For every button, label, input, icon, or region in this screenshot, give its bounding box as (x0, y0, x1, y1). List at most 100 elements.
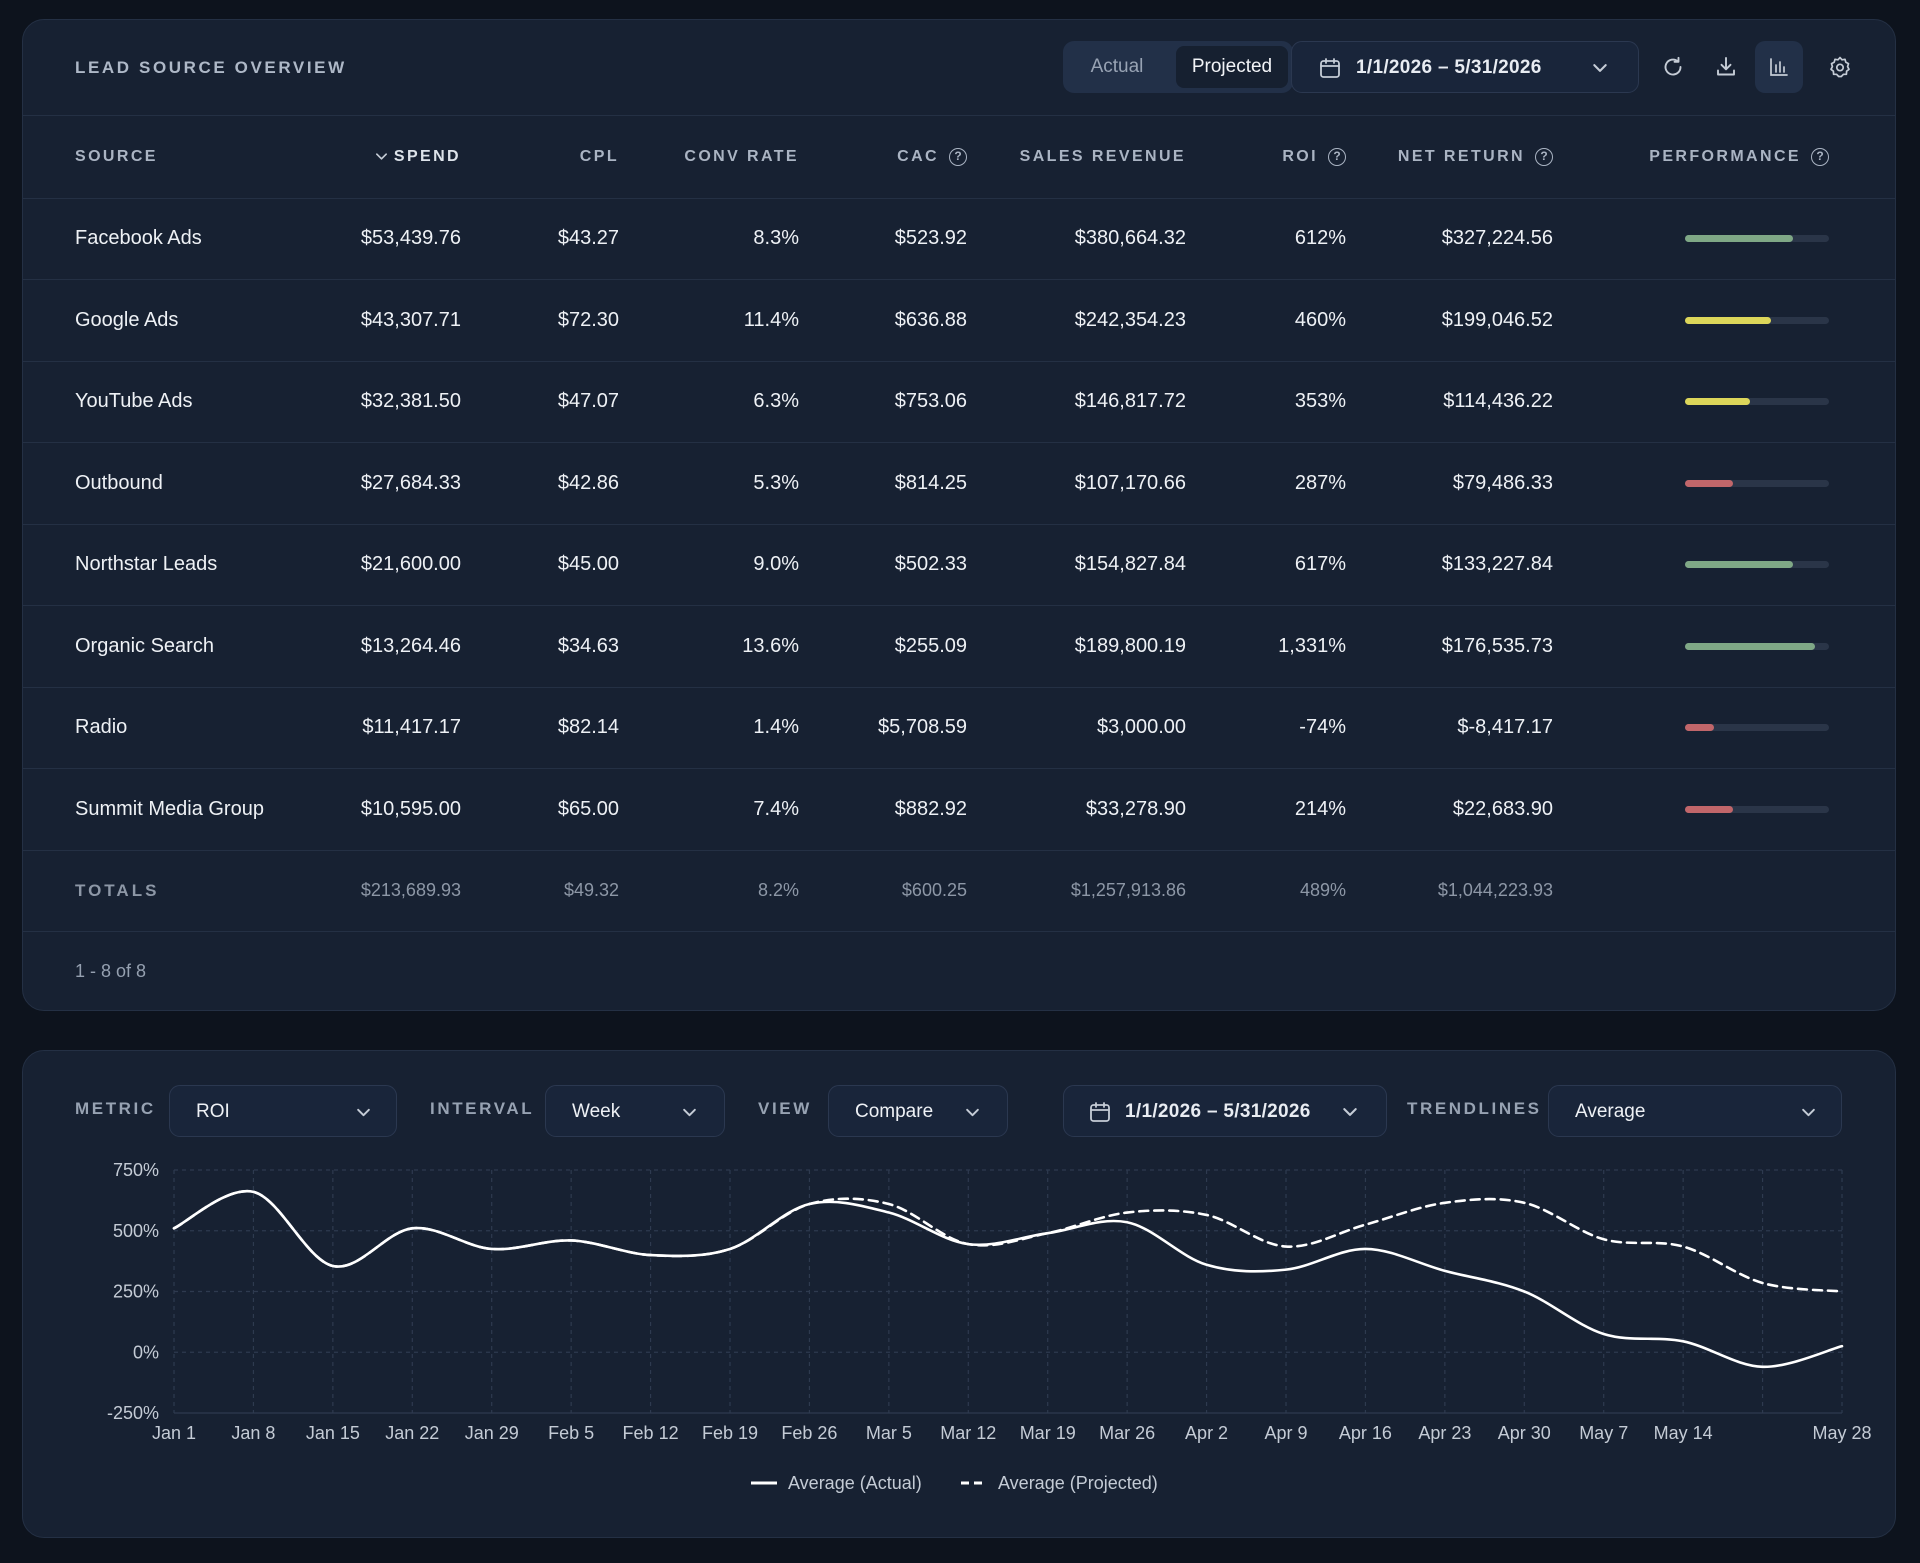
table-row[interactable]: Northstar Leads $21,600.00 $45.00 9.0% $502.… (23, 524, 1895, 606)
legend-label: Average (Projected) (998, 1473, 1158, 1493)
chart-view-button[interactable] (1755, 41, 1803, 93)
table-row[interactable]: Google Ads $43,307.71 $72.30 11.4% $636.88 $2… (23, 279, 1895, 362)
x-tick-label: Apr 16 (1339, 1423, 1392, 1443)
column-header-cpl[interactable]: CPL (461, 116, 619, 199)
trend-date-range-picker[interactable]: 1/1/2026 – 5/31/2026 (1063, 1085, 1387, 1137)
column-header-net-return[interactable]: NET RETURN? (1346, 116, 1553, 199)
performance-bar (1685, 561, 1829, 569)
x-tick-label: Jan 29 (465, 1423, 519, 1443)
x-tick-label: Feb 19 (702, 1423, 758, 1443)
cell-cpl: $47.07 (461, 361, 619, 443)
legend-label: Average (Actual) (788, 1473, 922, 1493)
cell-cpl: $43.27 (461, 198, 619, 280)
help-circle-icon[interactable]: ? (949, 147, 967, 166)
table-row[interactable]: Facebook Ads $53,439.76 $43.27 8.3% $523.92 $… (23, 198, 1895, 280)
column-header-spend[interactable]: SPEND (263, 116, 461, 199)
cell-sales-revenue: $3,000.00 (967, 687, 1186, 769)
lead-source-overview-panel: LEAD SOURCE OVERVIEW Actual Projected 1/… (22, 19, 1896, 1011)
total-conv-rate: 8.2% (619, 850, 799, 932)
cell-conv-rate: 6.3% (619, 361, 799, 443)
view-select-value: Compare (855, 1101, 934, 1122)
interval-select[interactable]: Week (545, 1085, 725, 1137)
performance-bar-fill (1685, 398, 1750, 406)
x-tick-label: Feb 12 (623, 1423, 679, 1443)
table-row[interactable]: Outbound $27,684.33 $42.86 5.3% $814.25 $107,… (23, 442, 1895, 525)
table-row[interactable]: YouTube Ads $32,381.50 $47.07 6.3% $753.06 $1… (23, 361, 1895, 443)
column-header-conv-rate[interactable]: CONV RATE (619, 116, 799, 199)
panel-title: LEAD SOURCE OVERVIEW (75, 58, 347, 77)
x-tick-label: Jan 8 (231, 1423, 275, 1443)
cell-spend: $13,264.46 (263, 605, 461, 688)
cell-spend: $11,417.17 (263, 687, 461, 769)
cell-roi: -74% (1186, 687, 1346, 769)
x-tick-label: Apr 30 (1498, 1423, 1551, 1443)
y-tick-label: -250% (107, 1403, 159, 1423)
cell-spend: $27,684.33 (263, 442, 461, 525)
cell-net-return: $114,436.22 (1346, 361, 1553, 443)
x-tick-label: Apr 9 (1264, 1423, 1307, 1443)
cell-conv-rate: 13.6% (619, 605, 799, 688)
column-header-cac[interactable]: CAC? (799, 116, 967, 199)
total-roi: 489% (1186, 850, 1346, 932)
help-circle-icon[interactable]: ? (1811, 147, 1829, 166)
cell-source: Summit Media Group (23, 768, 264, 851)
trendlines-select[interactable]: Average (1548, 1085, 1842, 1137)
performance-bar (1685, 398, 1829, 406)
trendlines-select-value: Average (1575, 1101, 1646, 1122)
cell-sales-revenue: $33,278.90 (967, 768, 1186, 851)
x-tick-label: Mar 5 (866, 1423, 912, 1443)
refresh-button[interactable] (1657, 51, 1689, 83)
cell-sales-revenue: $107,170.66 (967, 442, 1186, 525)
metric-label: METRIC (75, 1099, 156, 1118)
cell-source: Organic Search (23, 605, 263, 688)
view-select[interactable]: Compare (828, 1085, 1008, 1137)
cell-cac: $5,708.59 (799, 687, 967, 769)
table-row[interactable]: Summit Media Group $10,595.00 $65.00 7.4% $8… (23, 768, 1895, 851)
cell-roi: 617% (1186, 524, 1346, 606)
cell-source: Northstar Leads (23, 524, 263, 606)
cell-cpl: $72.30 (461, 279, 619, 362)
column-header-sales-revenue[interactable]: SALES REVENUE (967, 116, 1186, 199)
toggle-actual-button[interactable]: Actual (1090, 56, 1144, 77)
help-circle-icon[interactable]: ? (1535, 147, 1553, 166)
x-tick-label: May 14 (1654, 1423, 1713, 1443)
column-header-source[interactable]: SOURCE (23, 116, 263, 199)
settings-button[interactable] (1824, 51, 1856, 83)
cell-conv-rate: 8.3% (619, 198, 799, 280)
cell-conv-rate: 5.3% (619, 442, 799, 525)
refresh-icon (1664, 56, 1682, 76)
table-row[interactable]: Organic Search $13,264.46 $34.63 13.6% $255.… (23, 605, 1895, 688)
help-circle-icon[interactable]: ? (1328, 147, 1346, 166)
cell-conv-rate: 9.0% (619, 524, 799, 606)
performance-bar (1685, 479, 1829, 487)
cell-cpl: $82.14 (461, 687, 619, 769)
column-header-roi[interactable]: ROI? (1186, 116, 1346, 199)
cell-net-return: $-8,417.17 (1346, 687, 1553, 769)
date-range-value: 1/1/2026 – 5/31/2026 (1356, 57, 1542, 78)
performance-bar-fill (1685, 235, 1793, 243)
y-tick-label: 250% (113, 1282, 159, 1302)
totals-label: TOTALS (23, 850, 263, 932)
cell-spend: $32,381.50 (263, 361, 461, 443)
performance-bar (1685, 642, 1829, 650)
total-cpl: $49.32 (461, 850, 619, 932)
cell-performance (1553, 605, 1829, 688)
metric-select[interactable]: ROI (169, 1085, 397, 1137)
x-tick-label: Feb 5 (548, 1423, 594, 1443)
download-button[interactable] (1710, 51, 1742, 83)
toggle-projected-button[interactable]: Projected (1176, 46, 1288, 88)
cell-net-return: $176,535.73 (1346, 605, 1553, 688)
cell-net-return: $199,046.52 (1346, 279, 1553, 362)
table-row[interactable]: Radio $11,417.17 $82.14 1.4% $5,708.59 $3,000… (23, 687, 1895, 769)
performance-bar-fill (1685, 479, 1733, 487)
cell-spend: $53,439.76 (263, 198, 461, 280)
interval-label: INTERVAL (430, 1099, 535, 1118)
date-range-picker[interactable]: 1/1/2026 – 5/31/2026 (1291, 41, 1639, 93)
column-header-performance[interactable]: PERFORMANCE? (1553, 116, 1829, 199)
cell-roi: 612% (1186, 198, 1346, 280)
table-header-row: SOURCE SPEND CPL CONV RATE CAC? SALES RE… (23, 116, 1895, 199)
gear-icon (1830, 56, 1850, 78)
cell-roi: 460% (1186, 279, 1346, 362)
cell-sales-revenue: $380,664.32 (967, 198, 1186, 280)
performance-bar-fill (1685, 805, 1733, 813)
